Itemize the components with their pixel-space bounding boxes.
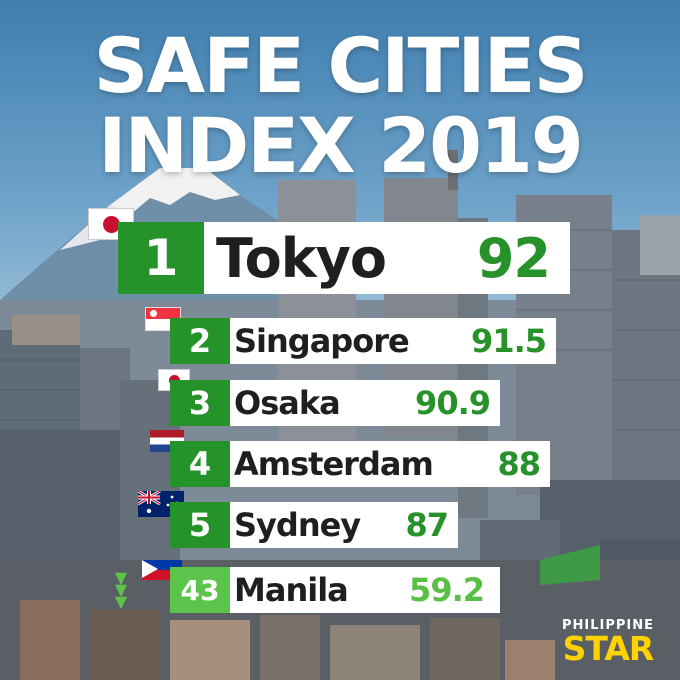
- ranking-row-2: 2 Singapore 91.5: [170, 318, 556, 364]
- safety-score: 92: [476, 226, 551, 290]
- title-line-2: INDEX 2019: [98, 101, 583, 190]
- rank-badge: 1: [118, 222, 204, 294]
- safety-score: 88: [497, 445, 541, 483]
- rank-badge: 3: [170, 380, 230, 426]
- ranking-row-3: 3 Osaka 90.9: [170, 380, 500, 426]
- rank-badge: 4: [170, 441, 230, 487]
- title-line-1: SAFE CITIES: [93, 21, 589, 110]
- city-score-box: Osaka 90.9: [230, 380, 500, 426]
- philippine-star-logo: PHILIPPINE STAR: [552, 618, 664, 665]
- city-score-box: Singapore 91.5: [230, 318, 556, 364]
- ranking-row-5: 5 Sydney 87: [170, 502, 458, 548]
- rank-badge: 5: [170, 502, 230, 548]
- ranking-row-6: 43 Manila 59.2: [170, 567, 500, 613]
- safety-score: 87: [405, 506, 449, 544]
- rank-badge: 43: [170, 567, 230, 613]
- logo-main-text: STAR: [562, 629, 655, 668]
- chevron-down-icon: ▼ ▼ ▼: [114, 568, 128, 611]
- ranking-row-1: 1 Tokyo 92: [118, 222, 570, 294]
- city-name: Singapore: [234, 322, 410, 360]
- rank-badge: 2: [170, 318, 230, 364]
- city-score-box: Tokyo 92: [204, 222, 570, 294]
- city-name: Manila: [234, 571, 349, 609]
- city-name: Tokyo: [216, 226, 387, 290]
- ranking-row-4: 4 Amsterdam 88: [170, 441, 550, 487]
- city-score-box: Manila 59.2: [230, 567, 500, 613]
- logo-top-text: PHILIPPINE: [561, 618, 655, 633]
- city-name: Osaka: [234, 384, 341, 422]
- safety-score: 59.2: [409, 571, 485, 609]
- city-score-box: Sydney 87: [230, 502, 458, 548]
- safety-score: 91.5: [471, 322, 547, 360]
- safety-score: 90.9: [415, 384, 491, 422]
- city-name: Sydney: [234, 506, 361, 544]
- city-score-box: Amsterdam 88: [230, 441, 550, 487]
- city-name: Amsterdam: [234, 445, 434, 483]
